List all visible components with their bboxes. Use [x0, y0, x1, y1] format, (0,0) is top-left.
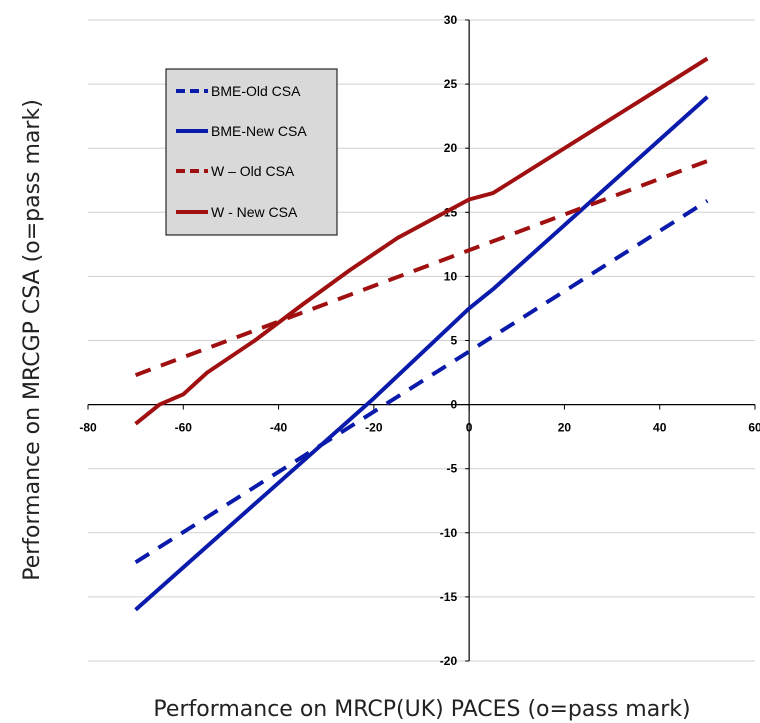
x-tick-label-0: -80: [79, 421, 97, 435]
x-axis-title: Performance on MRCP(UK) PACES (o=pass ma…: [153, 697, 690, 722]
x-tick-label-7: 60: [748, 421, 760, 435]
axes: [87, 19, 756, 662]
x-tick-label-5: 20: [558, 421, 572, 435]
series-line-1: [134, 95, 709, 612]
legend-label-w-old: W – Old CSA: [211, 163, 295, 179]
y-tick-label-10: -20: [440, 654, 458, 668]
y-tick-label-9: -15: [440, 590, 458, 604]
series-lines: [134, 56, 709, 612]
y-tick-label-8: -10: [440, 526, 458, 540]
y-tick-label-1: 25: [444, 77, 458, 91]
x-tick-label-3: -20: [365, 421, 383, 435]
y-tick-label-4: 10: [444, 269, 458, 283]
legend: BME-Old CSA BME-New CSA W – Old CSA W - …: [165, 68, 338, 236]
x-tick-label-4: 0: [466, 421, 473, 435]
legend-label-bme-old: BME-Old CSA: [211, 83, 301, 99]
series-line-2: [134, 159, 709, 377]
x-tick-label-2: -40: [270, 421, 288, 435]
y-tick-label-0: 30: [444, 13, 458, 27]
series-line-3: [134, 56, 709, 426]
legend-label-w-new: W - New CSA: [211, 204, 298, 220]
y-tick-label-2: 20: [444, 141, 458, 155]
y-axis-title: Performance on MRCGP CSA (o=pass mark): [20, 99, 45, 581]
x-tick-label-1: -60: [175, 421, 193, 435]
legend-label-bme-new: BME-New CSA: [211, 123, 307, 139]
y-tick-label-5: 5: [450, 334, 457, 348]
y-tick-label-7: -5: [446, 462, 457, 476]
x-tick-label-6: 40: [653, 421, 667, 435]
y-tick-label-6: 0: [450, 398, 457, 412]
series-line-0: [134, 199, 709, 564]
legend-box: [165, 68, 338, 236]
